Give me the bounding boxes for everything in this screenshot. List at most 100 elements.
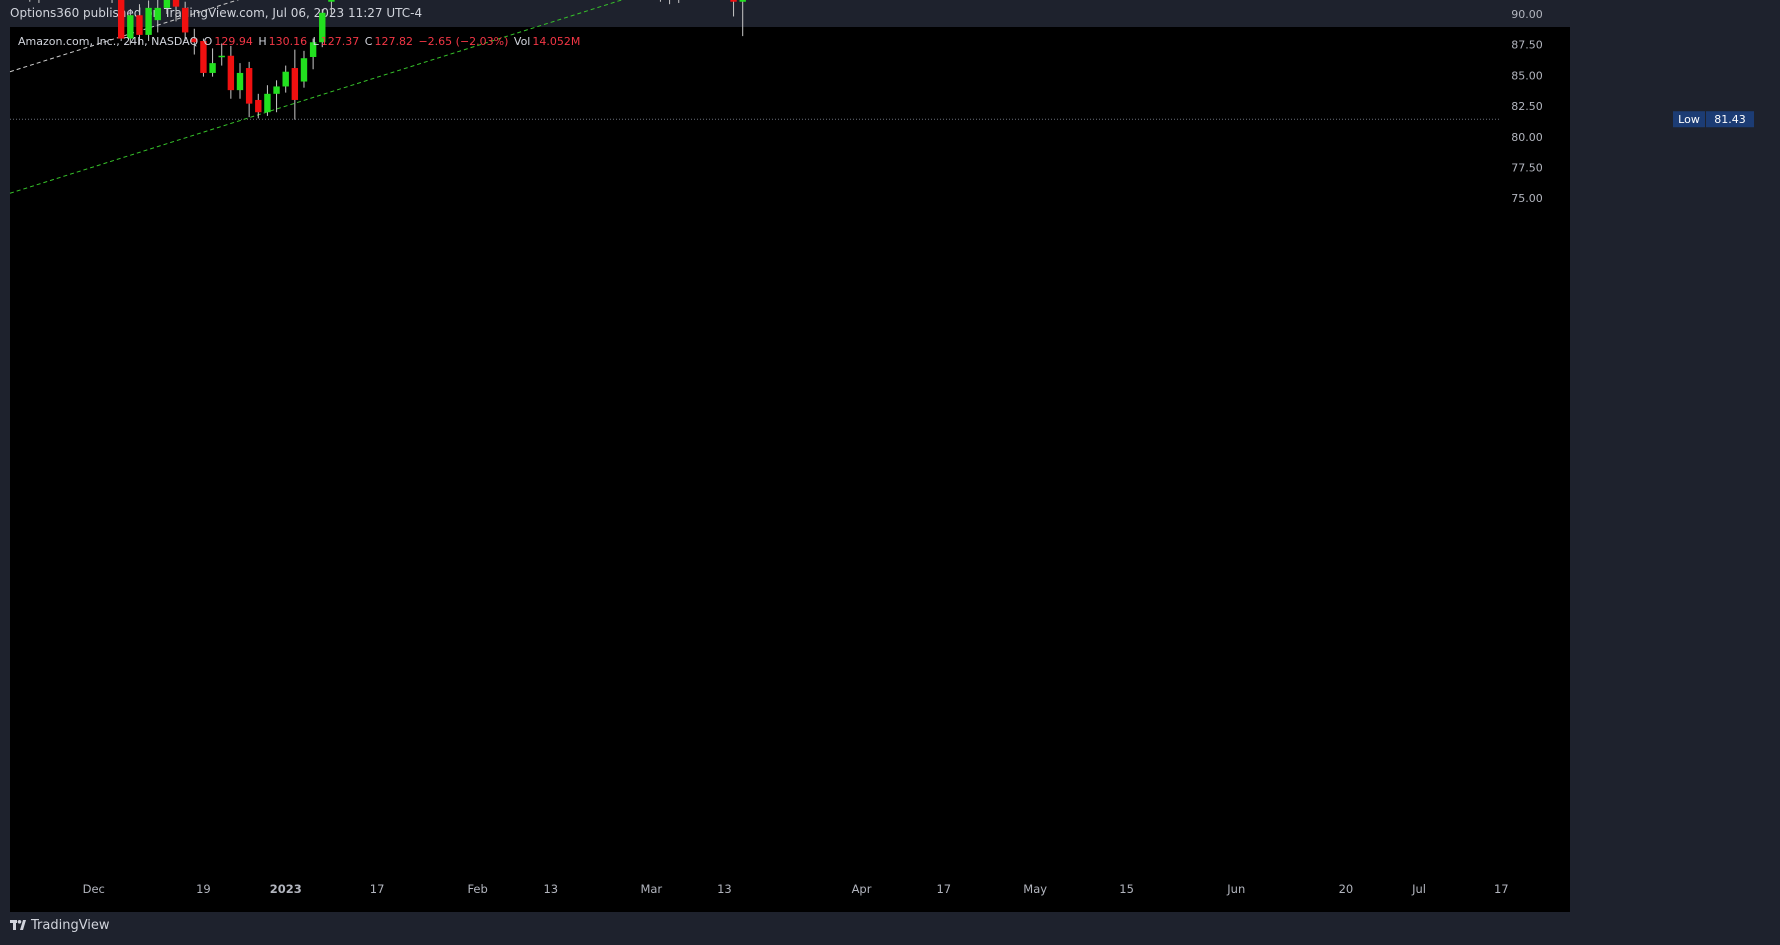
low-label: L	[312, 35, 319, 48]
y-tick-label: 80.00	[1511, 131, 1543, 144]
candle-body	[255, 99, 262, 113]
x-tick-label: 15	[1119, 882, 1134, 896]
x-tick-label: Mar	[640, 882, 662, 896]
candle	[38, 0, 40, 3]
candle	[218, 43, 225, 66]
candle	[328, 0, 335, 15]
candle	[227, 45, 235, 99]
y-tick-label: 90.00	[1511, 8, 1543, 21]
x-tick-label: Jun	[1226, 882, 1245, 896]
symbol-label: Amazon.com, Inc., 24h, NASDAQ	[18, 35, 199, 48]
candle	[678, 0, 680, 3]
x-tick-label: 2023	[270, 882, 302, 896]
candle	[154, 0, 161, 33]
candle-body	[209, 63, 216, 73]
x-tick-label: 17	[370, 882, 385, 896]
tradingview-brand[interactable]: TradingView	[10, 918, 110, 933]
candle	[273, 80, 280, 113]
candle-body	[163, 0, 171, 8]
candle	[209, 48, 216, 77]
candle	[136, 4, 143, 45]
candle-body	[739, 0, 746, 2]
x-tick-label: Apr	[852, 882, 872, 896]
tradingview-logo-icon	[10, 919, 26, 930]
candle-body	[127, 15, 134, 39]
candle	[659, 0, 661, 2]
footer-bar	[0, 912, 1780, 945]
candle-body	[227, 55, 235, 91]
low-tag-box	[1673, 111, 1705, 128]
candle	[29, 0, 31, 2]
candle-body	[117, 0, 125, 39]
x-tick-label: 13	[717, 882, 732, 896]
candle-body	[319, 12, 326, 43]
candle-body	[300, 58, 308, 82]
x-tick-label: 17	[1494, 882, 1509, 896]
candle-body	[136, 15, 143, 35]
y-tick-label: 77.50	[1511, 161, 1543, 174]
candle	[145, 0, 152, 42]
price-axis[interactable]	[1500, 27, 1570, 800]
candle	[291, 49, 299, 120]
candle	[111, 0, 113, 3]
y-tick-label: 75.00	[1511, 192, 1543, 205]
candle	[669, 0, 671, 5]
low-tag-label: Low	[1678, 113, 1700, 126]
high-value: 130.16	[268, 35, 308, 48]
x-tick-label: 19	[196, 882, 211, 896]
x-tick-label: Dec	[83, 882, 105, 896]
candle	[127, 9, 134, 45]
candle-body	[730, 0, 737, 2]
candle-body	[218, 55, 225, 58]
candle	[200, 38, 207, 77]
candle-body	[273, 86, 280, 94]
candle	[191, 28, 198, 55]
close-value: 127.82	[374, 35, 413, 48]
x-tick-label: 20	[1339, 882, 1354, 896]
candle-body	[236, 72, 244, 91]
candle	[282, 65, 289, 93]
candle	[172, 0, 180, 22]
candle	[739, 0, 746, 37]
x-tick-label: May	[1023, 882, 1047, 896]
candle	[319, 9, 326, 48]
candle	[300, 50, 308, 88]
candle-body	[309, 42, 317, 57]
open-value: 129.94	[214, 35, 253, 48]
x-tick-label: Jul	[1411, 882, 1426, 896]
candle	[255, 93, 262, 119]
volume-label: Vol	[513, 35, 531, 48]
x-tick-label: 13	[543, 882, 558, 896]
candle	[264, 85, 271, 116]
candle-body	[264, 93, 271, 113]
open-label: O	[203, 35, 213, 48]
candle-body	[154, 7, 161, 21]
candle	[181, 1, 189, 42]
time-axis[interactable]	[10, 800, 1570, 912]
low-value-label: 81.43	[1714, 113, 1746, 126]
y-tick-label: 85.00	[1511, 69, 1543, 82]
candle	[245, 61, 253, 118]
candle-body	[200, 41, 207, 73]
candle-body	[191, 38, 198, 43]
brand-label: TradingView	[31, 918, 110, 933]
candle-body	[245, 68, 253, 104]
plot-area[interactable]	[10, 27, 1500, 800]
candle-body	[172, 0, 180, 7]
candle-body	[282, 71, 289, 87]
close-label: C	[364, 35, 373, 48]
candle-body	[291, 68, 299, 100]
candle-body	[181, 7, 189, 33]
low-value: 127.37	[320, 35, 360, 48]
candle	[163, 0, 171, 15]
candle-body	[145, 7, 152, 35]
high-label: H	[258, 35, 267, 48]
candle-body	[328, 0, 335, 2]
x-tick-label: 17	[936, 882, 951, 896]
y-tick-label: 82.50	[1511, 100, 1543, 113]
y-tick-label: 87.50	[1511, 39, 1543, 52]
candle	[309, 38, 317, 70]
x-tick-label: Feb	[467, 882, 487, 896]
